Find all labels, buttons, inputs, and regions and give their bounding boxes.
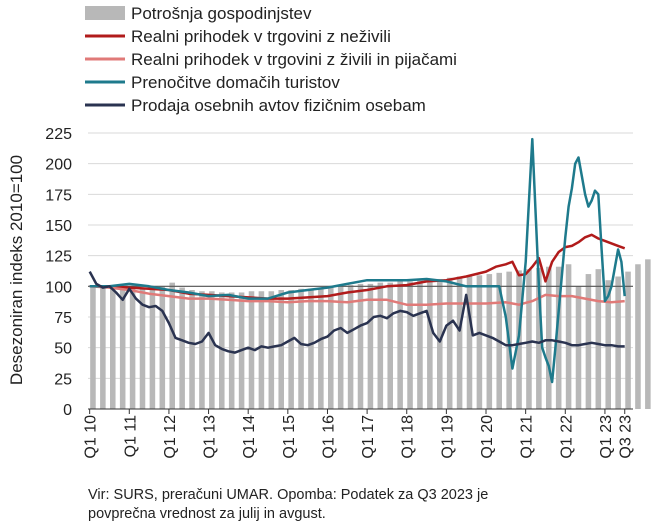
bar-q6 [149,287,156,409]
bar-q7 [159,286,166,409]
source-note-line-1: Vir: SURS, preračuni UMAR. Opomba: Podat… [88,487,489,503]
bar-q27 [357,283,364,409]
legend-label-0: Potrošnja gospodinjstev [131,4,312,23]
y-tick-label-0: 0 [63,402,72,419]
legend-label-4: Prodaja osebnih avtov fizičnim osebam [131,96,426,115]
x-tick-label-12: Q1 22 [558,415,575,459]
y-tick-label-50: 50 [54,341,72,358]
bar-q24 [327,287,334,409]
y-axis: 0 25 50 75 100 125 150 175 200 225 [45,126,72,419]
bar-q0 [90,285,96,409]
legend-label-2: Realni prihodek v trgovini z živili in p… [131,50,457,69]
y-tick-label-200: 200 [45,157,72,174]
bar-q30 [387,282,394,409]
bar-q8 [169,282,176,409]
bar-q26 [347,285,354,409]
x-tick-label-13: Q1 23 [598,415,615,459]
y-tick-label-75: 75 [54,310,72,327]
legend-swatch-0 [85,6,125,20]
x-tick-label-7: Q1 17 [360,415,377,459]
x-tick-label-10: Q1 20 [479,415,496,459]
x-tick-label-2: Q1 12 [162,415,179,459]
bar-q23 [318,287,324,409]
bar-q10 [189,290,195,409]
bar-q22 [308,288,314,409]
bar-q28 [367,283,374,409]
bar-q1 [100,286,106,409]
bar-q33 [417,280,423,409]
x-tick-label-3: Q1 13 [202,415,219,459]
legend-label-1: Realni prihodek v trgovini z neživili [131,27,391,46]
source-note: Vir: SURS, preračuni UMAR. Opomba: Podat… [88,486,628,524]
x-axis: Q1 10 Q1 11 Q1 12 Q1 13 Q1 14 Q1 15 Q1 16 Q1 17… [83,408,635,459]
series-line-2 [89,285,625,306]
bar-q12 [209,291,215,409]
x-tick-label-1: Q1 11 [122,415,139,458]
y-tick-label-150: 150 [45,218,72,235]
x-tick-label-8: Q1 18 [400,415,417,459]
bar-q55 [635,264,641,409]
bar-q31 [397,281,403,409]
bar-q34 [427,278,433,409]
bar-q9 [179,287,185,409]
bar-q2 [109,287,116,409]
bar-q49 [575,286,582,409]
bar-q11 [199,291,205,409]
line-series [88,137,626,384]
bar-q38 [466,276,473,409]
bar-q53 [615,276,621,409]
x-tick-label-4: Q1 14 [241,415,258,459]
bar-q5 [139,287,146,409]
bar-q40 [486,274,493,409]
series-line-3 [89,137,626,384]
bar-q45 [536,267,542,409]
x-tick-label-14: Q3 23 [618,415,635,459]
bar-q32 [407,281,413,409]
bar-q48 [565,264,572,409]
bar-q3 [119,286,126,409]
x-tick-label-9: Q1 19 [439,415,456,459]
bar-q25 [337,286,344,409]
legend-label-3: Prenočitve domačih turistov [131,73,340,92]
y-tick-label-175: 175 [45,187,72,204]
source-note-line-2: povprečna vrednost za julij in avgust. [88,506,326,522]
bar-q35 [436,278,443,409]
bar-q19 [278,290,285,409]
bar-q47 [555,266,562,409]
bar-q50 [585,274,592,409]
x-tick-label-0: Q1 10 [83,415,100,459]
x-tick-label-5: Q1 15 [281,415,298,459]
bar-q39 [476,275,483,409]
y-tick-label-225: 225 [45,126,72,143]
bar-q21 [298,288,304,409]
bar-series [90,259,651,409]
bar-q56 [645,259,651,409]
bar-q13 [218,292,225,409]
y-axis-title: Desezoniran indeks 2010=100 [7,155,26,385]
y-tick-label-125: 125 [45,249,72,266]
bar-q29 [377,282,384,409]
bar-q36 [446,277,453,409]
legend: Potrošnja gospodinjstev Realni prihodek v… [85,4,457,115]
bar-q17 [258,291,265,409]
x-tick-label-6: Q1 16 [320,415,337,459]
bar-q46 [545,266,552,409]
x-tick-label-11: Q1 21 [519,415,536,459]
series-line-4 [88,271,625,354]
bar-q18 [268,291,275,409]
bar-q20 [288,290,294,409]
bar-q44 [526,269,532,409]
y-tick-label-100: 100 [45,279,72,296]
bar-q37 [456,276,463,409]
bar-q4 [129,286,136,409]
y-tick-label-25: 25 [54,371,72,388]
bar-q51 [595,269,602,409]
bar-q54 [625,271,631,409]
